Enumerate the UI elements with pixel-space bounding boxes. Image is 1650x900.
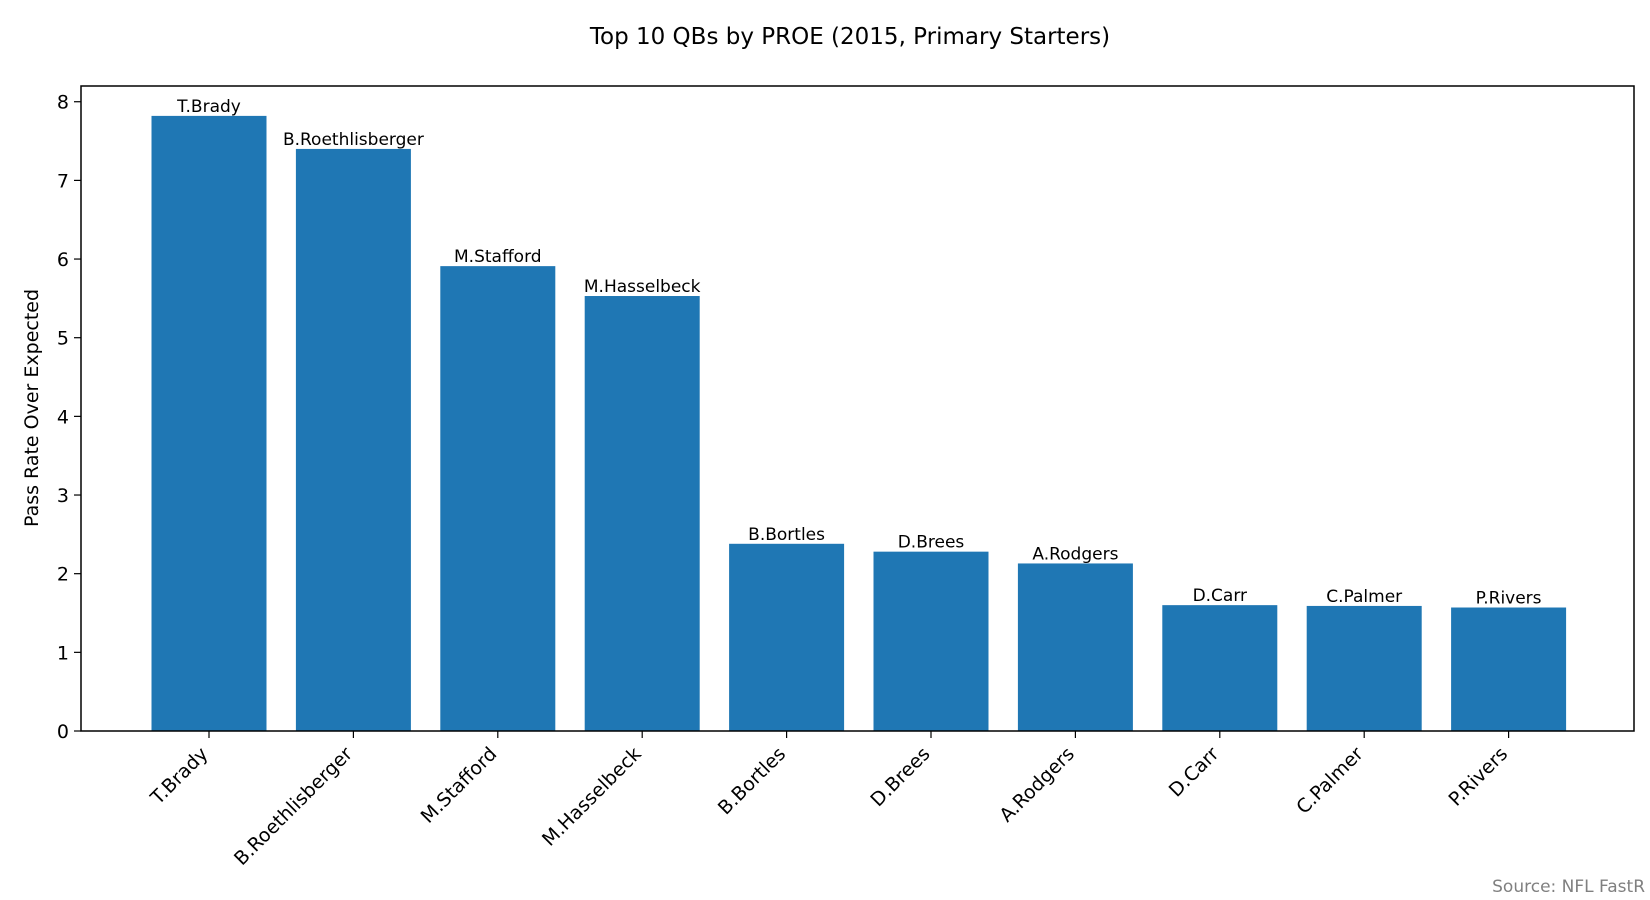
bar-8 bbox=[1306, 605, 1422, 731]
x-tick-label-6: A.Rodgers bbox=[995, 743, 1079, 827]
bar-labels: T.Brady B.Roethlisberger M.Stafford M.Hasse… bbox=[176, 97, 1542, 609]
y-axis-label: Pass Rate Over Expected bbox=[21, 289, 43, 527]
y-tick-label-2: 2 bbox=[57, 564, 69, 586]
bar-5 bbox=[873, 551, 989, 731]
y-tick-label-3: 3 bbox=[57, 485, 69, 507]
y-tick-label-5: 5 bbox=[57, 328, 69, 350]
x-tick-label-0: T.Brady bbox=[146, 743, 213, 810]
chart-title: Top 10 QBs by PROE (2015, Primary Starte… bbox=[589, 24, 1110, 50]
x-tick-label-1: B.Roethlisberger bbox=[230, 743, 357, 870]
x-axis: T.Brady B.Roethlisberger M.Stafford M.Hasse… bbox=[146, 731, 1512, 870]
bar-label-0: T.Brady bbox=[176, 97, 241, 117]
y-tick-label-0: 0 bbox=[57, 721, 69, 743]
bar-label-3: M.Hasselbeck bbox=[584, 277, 701, 297]
bar-label-4: B.Bortles bbox=[748, 525, 825, 545]
source-note: Source: NFL FastR bbox=[1492, 877, 1645, 897]
bars bbox=[151, 115, 1567, 732]
bar-6 bbox=[1017, 563, 1133, 731]
x-tick-label-7: D.Carr bbox=[1165, 743, 1224, 802]
y-tick-label-8: 8 bbox=[57, 92, 69, 114]
y-tick-label-1: 1 bbox=[57, 642, 69, 664]
bar-label-5: D.Brees bbox=[898, 533, 965, 553]
bar-1 bbox=[295, 148, 411, 732]
bar-0 bbox=[151, 115, 267, 731]
bar-7 bbox=[1162, 605, 1278, 731]
y-tick-label-4: 4 bbox=[57, 406, 69, 428]
x-tick-label-8: C.Palmer bbox=[1292, 743, 1368, 819]
x-tick-label-4: B.Bortles bbox=[714, 743, 790, 819]
y-tick-label-6: 6 bbox=[57, 249, 69, 271]
x-tick-label-9: P.Rivers bbox=[1444, 743, 1512, 811]
bar-label-2: M.Stafford bbox=[454, 247, 542, 267]
bar-9 bbox=[1451, 607, 1567, 731]
y-axis: 0 1 2 3 4 5 6 7 8 bbox=[57, 92, 81, 743]
bar-label-9: P.Rivers bbox=[1476, 589, 1542, 609]
bar-3 bbox=[584, 296, 700, 731]
bar-label-6: A.Rodgers bbox=[1032, 544, 1118, 564]
bar-label-7: D.Carr bbox=[1193, 586, 1247, 606]
x-tick-label-5: D.Brees bbox=[866, 743, 934, 811]
bar-4 bbox=[729, 543, 845, 731]
bar-label-1: B.Roethlisberger bbox=[283, 130, 424, 150]
bar-2 bbox=[440, 266, 556, 731]
bar-label-8: C.Palmer bbox=[1326, 587, 1402, 607]
x-tick-label-3: M.Hasselbeck bbox=[538, 743, 646, 851]
x-tick-label-2: M.Stafford bbox=[417, 743, 502, 828]
plot-frame bbox=[80, 85, 1635, 732]
y-tick-label-7: 7 bbox=[57, 170, 69, 192]
